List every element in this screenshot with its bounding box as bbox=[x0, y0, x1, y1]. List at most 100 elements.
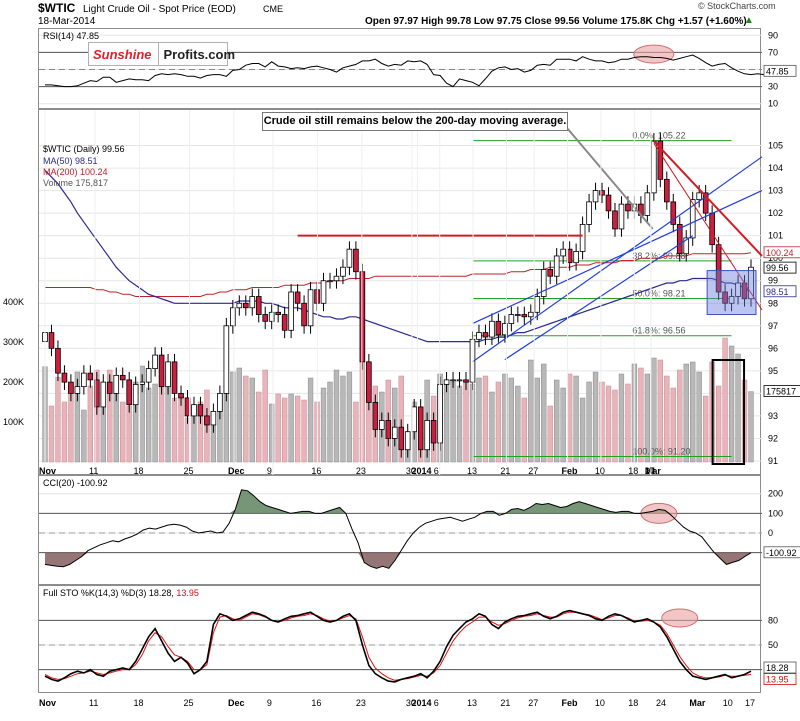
volume-bar bbox=[443, 381, 450, 463]
candle-body bbox=[48, 332, 55, 349]
volume-bar bbox=[256, 391, 262, 463]
annotation-callout: Crude oil still remains below the 200-da… bbox=[262, 112, 568, 131]
volume-bar bbox=[262, 369, 268, 463]
candle-body bbox=[333, 275, 340, 282]
volume-bar bbox=[120, 401, 126, 463]
candle-body bbox=[748, 266, 754, 300]
volume-bar bbox=[612, 389, 618, 463]
candle-body bbox=[230, 307, 236, 327]
logo-profits: Profits.com bbox=[163, 46, 236, 62]
sto-k-label: Full STO %K(14,3) %D(3) 18.28, bbox=[43, 588, 174, 598]
sto-tick-label: 50 bbox=[768, 640, 778, 650]
rsi-chart: 907050301047.85 bbox=[39, 30, 797, 109]
rsi-highlight-ellipse bbox=[633, 44, 675, 64]
candle-body bbox=[398, 426, 405, 451]
volume-bar bbox=[87, 385, 93, 463]
sto-d-last-value-box bbox=[763, 673, 797, 685]
volume-bar bbox=[528, 359, 534, 463]
volume-bar bbox=[696, 371, 702, 463]
rsi-tick-label: 70 bbox=[768, 47, 778, 57]
x-axis-label: 27 bbox=[528, 466, 538, 476]
chart-name: Light Crude Oil - Spot Price (EOD) bbox=[83, 4, 236, 15]
candle-body bbox=[521, 314, 528, 318]
volume-tick-label: 400K bbox=[3, 297, 24, 307]
candle-body bbox=[152, 354, 158, 370]
volume-bar bbox=[521, 397, 527, 463]
candle-body bbox=[165, 361, 171, 388]
x-axis-label: 10 bbox=[595, 466, 605, 476]
volume-bar bbox=[560, 387, 566, 463]
candle-body bbox=[379, 420, 385, 430]
sto-x-axis-label: 18 bbox=[628, 698, 638, 708]
volume-bar bbox=[579, 397, 586, 463]
quote-summary: Open 97.97 High 99.78 Low 97.75 Close 99… bbox=[365, 16, 747, 27]
sto-x-axis-label: 25 bbox=[184, 698, 194, 708]
price-tick-label: 99 bbox=[768, 276, 778, 286]
volume-highlight-box bbox=[711, 359, 746, 465]
candle-body bbox=[463, 379, 469, 383]
candle-body bbox=[106, 381, 113, 394]
x-axis-label: Dec bbox=[228, 466, 245, 476]
candle-body bbox=[340, 266, 346, 277]
sto-x-axis-label: 10 bbox=[723, 698, 733, 708]
volume-bar bbox=[152, 383, 158, 463]
volume-bar bbox=[670, 387, 676, 463]
candle-body bbox=[268, 311, 275, 322]
candle-body bbox=[411, 406, 417, 433]
cci-tick-label: 0 bbox=[768, 528, 773, 538]
candle-body bbox=[242, 302, 249, 309]
candle-body bbox=[450, 379, 456, 382]
volume-bar bbox=[618, 373, 625, 463]
close-value-tag-box bbox=[763, 261, 797, 274]
candle-body bbox=[94, 379, 100, 408]
candle-body bbox=[191, 404, 197, 417]
volume-tick-label: 100K bbox=[3, 417, 24, 427]
x-axis-label: 6 bbox=[434, 466, 439, 476]
rsi-line bbox=[45, 54, 778, 88]
candle-body bbox=[683, 237, 690, 255]
fib-level-label: 0.0%: 105.22 bbox=[632, 131, 685, 141]
candle-body bbox=[709, 212, 715, 246]
candle-body bbox=[217, 392, 223, 412]
volume-bar bbox=[450, 381, 456, 463]
candle-body bbox=[223, 325, 230, 394]
price-tick-label: 105 bbox=[768, 141, 783, 151]
candle-body bbox=[126, 379, 133, 406]
ma200-line bbox=[45, 252, 752, 297]
sto-label: Full STO %K(14,3) %D(3) 18.28, 13.95 bbox=[43, 588, 199, 598]
volume-bar bbox=[735, 353, 741, 463]
candle-body bbox=[68, 381, 74, 394]
fib-level-label: 61.8%: 96.56 bbox=[632, 326, 685, 336]
price-legend-main: $WTIC (Daily) 99.56 bbox=[43, 144, 125, 154]
volume-bar bbox=[236, 367, 242, 463]
x-axis-label: 18 bbox=[628, 466, 638, 476]
volume-bar bbox=[644, 373, 651, 463]
exchange-label: CME bbox=[263, 4, 283, 14]
volume-bar bbox=[703, 395, 709, 463]
candle-body bbox=[495, 320, 502, 336]
volume-tick-label: 300K bbox=[3, 337, 24, 347]
candle-body bbox=[670, 201, 677, 225]
volume-bar bbox=[489, 391, 495, 463]
sto-x-axis-label: 30 bbox=[406, 698, 416, 708]
stockcharts-credit: © StockCharts.com bbox=[698, 1, 776, 11]
candle-body bbox=[592, 190, 599, 203]
candle-body bbox=[482, 332, 489, 338]
volume-value-tag: 175817 bbox=[766, 387, 796, 397]
volume-bar bbox=[625, 383, 631, 463]
candle-body bbox=[197, 404, 204, 417]
candle-body bbox=[132, 383, 139, 406]
volume-bar bbox=[502, 373, 508, 463]
sto-x-axis-label: 27 bbox=[528, 698, 538, 708]
rsi-last-value-box bbox=[763, 64, 797, 77]
volume-bar bbox=[482, 375, 489, 463]
sto-x-axis-label: Feb bbox=[562, 698, 579, 708]
sto-x-axis-label: 21 bbox=[500, 698, 510, 708]
volume-bar bbox=[327, 381, 333, 463]
volume-bar bbox=[230, 371, 236, 463]
volume-bar bbox=[677, 369, 683, 463]
candle-body bbox=[145, 368, 152, 383]
candle-body bbox=[288, 291, 294, 331]
volume-bar bbox=[243, 375, 249, 463]
